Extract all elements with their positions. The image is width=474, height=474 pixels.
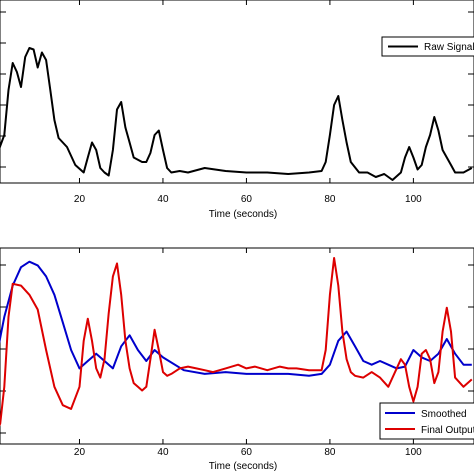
top-ticks: 20 40 60 80 100	[0, 0, 474, 205]
x-tick-label: 60	[241, 447, 253, 458]
bottom-chart: 20 40 60 80 100 Time (seconds) Smoothed Fina…	[0, 247, 474, 472]
top-legend: Raw Signal	[381, 36, 474, 57]
top-xlabel: Time (seconds)	[209, 209, 278, 220]
series-line-final-output	[0, 257, 473, 427]
x-tick-label: 40	[157, 194, 169, 205]
x-tick-label: 40	[157, 447, 169, 458]
x-tick-label: 100	[405, 447, 422, 458]
x-tick-label: 100	[405, 194, 422, 205]
bottom-ticks: 20 40 60 80 100	[0, 248, 474, 458]
top-series	[0, 47, 473, 181]
x-tick-label: 20	[74, 194, 86, 205]
top-chart: 20 40 60 80 100 Time (seconds) Raw Signal	[0, 0, 474, 220]
x-tick-label: 20	[74, 447, 86, 458]
bottom-legend: Smoothed Final Output	[379, 402, 474, 440]
series-line-raw-signal	[0, 47, 473, 181]
legend-raw-signal-label: Raw Signal	[424, 42, 474, 53]
legend-final-output-label: Final Output	[421, 425, 474, 436]
bottom-legend-box	[379, 402, 474, 440]
top-legend-box	[381, 36, 474, 57]
x-tick-label: 80	[324, 194, 336, 205]
legend-smoothed-label: Smoothed	[421, 409, 467, 420]
bottom-xlabel: Time (seconds)	[209, 461, 278, 472]
x-tick-label: 80	[324, 447, 336, 458]
top-axes-frame	[0, 0, 474, 184]
x-tick-label: 60	[241, 194, 253, 205]
bottom-series	[0, 257, 473, 427]
series-line-smoothed	[0, 260, 472, 377]
